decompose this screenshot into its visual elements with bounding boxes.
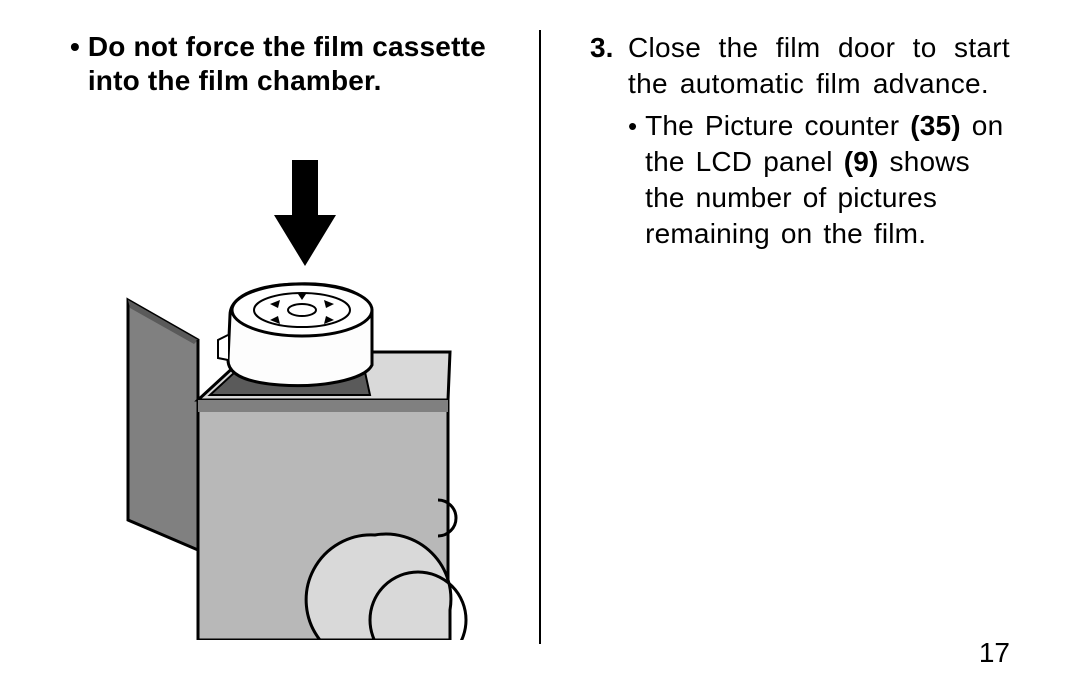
bullet-dot: • (628, 108, 637, 144)
film-cassette-icon (218, 284, 372, 386)
right-column: 3. Close the film door to start the auto… (540, 0, 1080, 694)
t2: (35) (910, 110, 961, 141)
camera-diagram (120, 280, 470, 640)
bullet-dot: • (70, 30, 80, 64)
page-number: 17 (979, 637, 1010, 669)
warning-text: Do not force the film cassette into the … (88, 30, 490, 98)
manual-page: • Do not force the film cassette into th… (0, 0, 1080, 694)
t4: (9) (844, 146, 879, 177)
left-column: • Do not force the film cassette into th… (0, 0, 540, 694)
step-3-sub-text: The Picture counter (35) on the LCD pane… (645, 108, 1010, 252)
step-3-text: Close the film door to start the automat… (628, 30, 1010, 102)
t1: The Picture counter (645, 110, 910, 141)
down-arrow-icon (270, 160, 340, 270)
step-number: 3. (590, 30, 620, 66)
step-3-sub: • The Picture counter (35) on the LCD pa… (628, 108, 1010, 252)
warning-item: • Do not force the film cassette into th… (70, 30, 490, 98)
step-3: 3. Close the film door to start the auto… (590, 30, 1010, 102)
camera-illustration (120, 160, 470, 620)
